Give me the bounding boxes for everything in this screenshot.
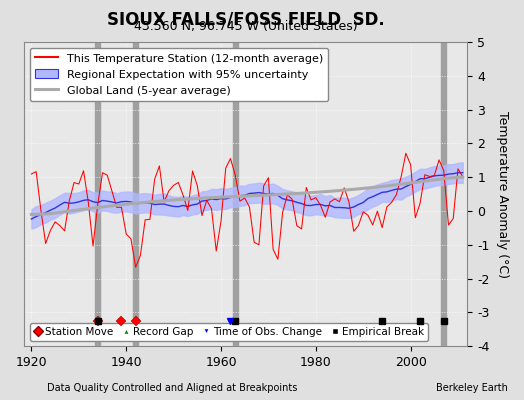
Bar [133, 42, 138, 346]
Text: Data Quality Controlled and Aligned at Breakpoints: Data Quality Controlled and Aligned at B… [47, 383, 298, 393]
Y-axis label: Temperature Anomaly (°C): Temperature Anomaly (°C) [496, 111, 509, 278]
Bar [95, 42, 100, 346]
Text: Berkeley Earth: Berkeley Earth [436, 383, 508, 393]
Text: 43.560 N, 96.745 W (United States): 43.560 N, 96.745 W (United States) [135, 20, 358, 33]
Bar [441, 42, 446, 346]
Bar [233, 42, 237, 346]
Text: SIOUX FALLS/FOSS FIELD  SD.: SIOUX FALLS/FOSS FIELD SD. [107, 10, 385, 28]
Legend: This Temperature Station (12-month average), Regional Expectation with 95% uncer: This Temperature Station (12-month avera… [30, 48, 329, 101]
